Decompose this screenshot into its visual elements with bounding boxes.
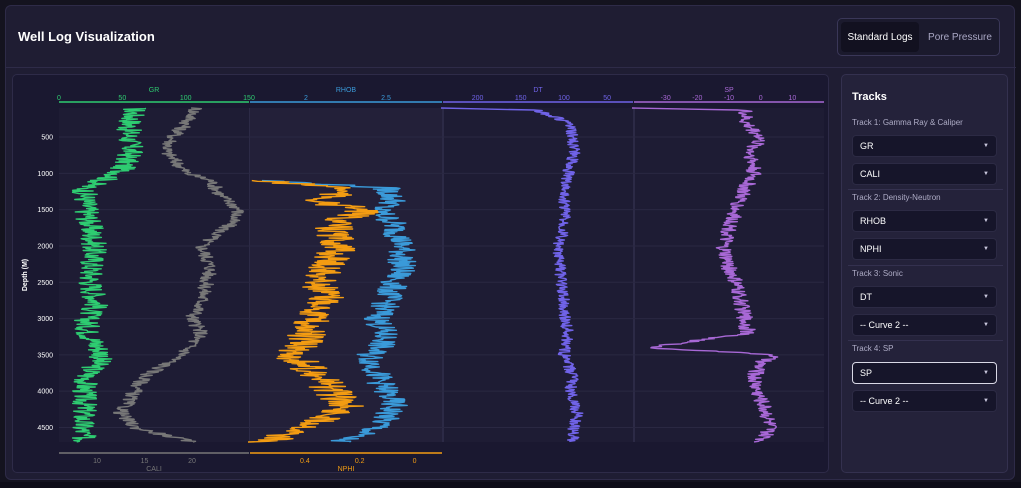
track-2-curve-1-value: RHOB [860, 216, 887, 226]
track-4-curve-1-select[interactable]: SP ▼ [852, 362, 997, 384]
dt-axis-name: DT [533, 87, 543, 94]
page-title: Well Log Visualization [18, 29, 155, 44]
depth-tick-label: 1000 [37, 171, 53, 178]
track-2-label: Track 2: Density-Neutron [852, 193, 941, 202]
track-1-curve-1-select[interactable]: GR ▼ [852, 135, 997, 157]
track-2-curve-2-select[interactable]: NPHI ▼ [852, 238, 997, 260]
dt-tick-label: 150 [515, 95, 527, 102]
chevron-down-icon: ▼ [983, 398, 989, 404]
rhob-axis-name: RHOB [336, 87, 357, 94]
divider [848, 340, 1003, 341]
nphi-curve [247, 179, 379, 443]
cali-axis-name: CALI [146, 466, 162, 473]
depth-tick-label: 1500 [37, 207, 53, 214]
cali-tick-label: 20 [188, 458, 196, 465]
track-4-curve-1-value: SP [860, 368, 873, 378]
rhob-tick-label: 2.5 [381, 95, 391, 102]
depth-tick-label: 4500 [37, 425, 53, 432]
cali-curve [113, 107, 245, 443]
dt-tick-label: 100 [558, 95, 570, 102]
nphi-tick-label: 0 [413, 458, 417, 465]
nphi-axis-name: NPHI [338, 466, 355, 473]
rhob-curve [261, 179, 417, 443]
chevron-down-icon: ▼ [983, 370, 989, 376]
nphi-tick-label: 0.2 [355, 458, 365, 465]
track-3-label: Track 3: Sonic [852, 269, 903, 278]
depth-axis-label: Depth (M) [22, 259, 29, 291]
chevron-down-icon: ▼ [983, 246, 989, 252]
track-2-curve-2-value: NPHI [860, 244, 882, 254]
depth-tick-label: 2500 [37, 280, 53, 287]
bottom-bar [0, 482, 1021, 488]
gr-tick-label: 150 [243, 95, 255, 102]
divider [848, 265, 1003, 266]
depth-tick-label: 3500 [37, 352, 53, 359]
track-1-curve-2-select[interactable]: CALI ▼ [852, 163, 997, 185]
track-3-curve-1-select[interactable]: DT ▼ [852, 286, 997, 308]
track-1-curve-2-value: CALI [860, 169, 881, 179]
chevron-down-icon: ▼ [983, 218, 989, 224]
gr-curve [71, 107, 147, 443]
chevron-down-icon: ▼ [983, 322, 989, 328]
gr-axis-name: GR [149, 87, 160, 94]
gr-tick-label: 0 [57, 95, 61, 102]
well-log-chart: 500 1000 1500 2000 2500 3000 3500 4000 4500 Depth… [12, 74, 829, 473]
sp-tick-label: -20 [692, 95, 702, 102]
depth-tick-label: 3000 [37, 316, 53, 323]
sp-tick-label: 0 [759, 95, 763, 102]
sp-tick-label: -10 [724, 95, 734, 102]
dt-tick-label: 50 [603, 95, 611, 102]
tracks-title: Tracks [852, 91, 887, 103]
dt-curve [440, 107, 584, 443]
app-window: Well Log Visualization Standard Logs Por… [5, 5, 1016, 480]
divider [848, 189, 1003, 190]
track-3-curve-2-select[interactable]: -- Curve 2 -- ▼ [852, 314, 997, 336]
sp-curve [631, 107, 779, 443]
gr-tick-label: 100 [180, 95, 192, 102]
depth-tick-label: 500 [41, 135, 53, 142]
depth-tick-label: 2000 [37, 243, 53, 250]
well-log-svg: 50010001500200025003000350040004500Depth… [22, 87, 824, 473]
gr-tick-label: 50 [118, 95, 126, 102]
track-4-curve-2-select[interactable]: -- Curve 2 -- ▼ [852, 390, 997, 412]
chevron-down-icon: ▼ [983, 143, 989, 149]
track-4-curve-2-value: -- Curve 2 -- [860, 396, 909, 406]
nphi-tick-label: 0.4 [300, 458, 310, 465]
standard-logs-button[interactable]: Standard Logs [841, 22, 919, 52]
cali-tick-label: 10 [93, 458, 101, 465]
rhob-tick-label: 2 [304, 95, 308, 102]
cali-tick-label: 15 [141, 458, 149, 465]
sp-tick-label: 10 [788, 95, 796, 102]
pore-pressure-button[interactable]: Pore Pressure [928, 31, 992, 43]
track-2-curve-1-select[interactable]: RHOB ▼ [852, 210, 997, 232]
track-3-curve-1-value: DT [860, 292, 872, 302]
view-toggle: Standard Logs Pore Pressure [837, 18, 1000, 56]
chevron-down-icon: ▼ [983, 294, 989, 300]
header: Well Log Visualization Standard Logs Por… [6, 6, 1016, 68]
track-4-label: Track 4: SP [852, 344, 894, 353]
chevron-down-icon: ▼ [983, 171, 989, 177]
track-1-curve-1-value: GR [860, 141, 874, 151]
sp-axis-name: SP [724, 87, 734, 94]
tracks-panel: Tracks Track 1: Gamma Ray & Caliper GR ▼ … [841, 74, 1008, 473]
track-3-curve-2-value: -- Curve 2 -- [860, 320, 909, 330]
dt-tick-label: 200 [472, 95, 484, 102]
depth-tick-label: 4000 [37, 389, 53, 396]
sp-tick-label: -30 [661, 95, 671, 102]
track-1-label: Track 1: Gamma Ray & Caliper [852, 118, 963, 127]
